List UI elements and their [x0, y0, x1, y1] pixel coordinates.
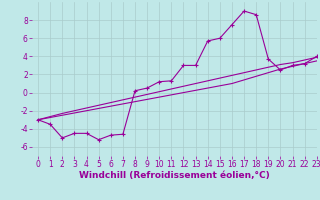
X-axis label: Windchill (Refroidissement éolien,°C): Windchill (Refroidissement éolien,°C) — [79, 171, 270, 180]
